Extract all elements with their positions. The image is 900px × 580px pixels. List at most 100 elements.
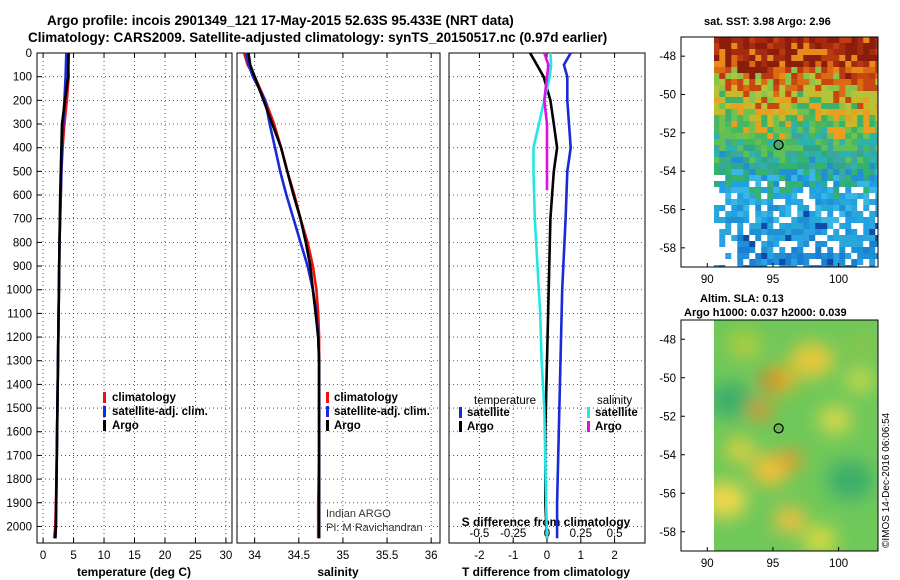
sst-pixel (743, 241, 750, 248)
sst-pixel (791, 151, 798, 158)
sst-pixel (719, 235, 726, 242)
x-tick-label: 1 (578, 550, 584, 562)
sla-blobs (714, 331, 875, 551)
legend-swatch (587, 421, 590, 432)
sst-pixel (851, 43, 858, 50)
sst-pixel (863, 103, 870, 110)
sst-pixel (839, 241, 846, 248)
sst-pixel (731, 241, 738, 248)
sst-pixel (797, 115, 804, 122)
sst-pixel (725, 97, 732, 104)
sst-pixel (731, 205, 738, 212)
sst-pixel (773, 175, 780, 182)
sst-pixel (857, 85, 864, 92)
sst-pixel (785, 67, 792, 74)
sst-pixel (845, 157, 852, 164)
sst-pixel (731, 229, 738, 236)
map-x-tick-label: 90 (701, 274, 714, 286)
sst-pixel (755, 43, 762, 50)
sst-pixel (779, 223, 786, 230)
sst-pixel (815, 49, 822, 56)
map-y-tick-label: -58 (659, 527, 676, 539)
sst-pixel (815, 85, 822, 92)
sst-pixel (797, 97, 804, 104)
sst-pixel (839, 259, 846, 266)
sst-pixel (714, 211, 720, 218)
sst-pixel (857, 175, 864, 182)
sla-map-title: Altim. SLA: 0.13 (700, 293, 784, 305)
sst-pixel (719, 49, 726, 56)
sst-pixel (815, 157, 822, 164)
sst-pixel (767, 127, 774, 134)
sst-pixel (761, 61, 768, 68)
sst-pixel (821, 133, 828, 140)
map-border (680, 36, 879, 268)
sst-pixel (875, 157, 878, 164)
sst-pixel (863, 235, 870, 242)
x-tick-label: -1 (508, 550, 518, 562)
sst-pixel (767, 61, 774, 68)
sst-pixel (839, 205, 846, 212)
sst-pixel (731, 55, 738, 62)
sst-pixel (773, 169, 780, 176)
sst-pixel (809, 229, 816, 236)
sst-pixel (845, 37, 852, 44)
sst-pixel (851, 49, 858, 56)
sst-pixel (797, 85, 804, 92)
sst-pixel (809, 97, 816, 104)
sst-pixel (755, 187, 762, 194)
sst-pixel (875, 61, 878, 68)
watermark: ©IMOS 14-Dec-2016 06:06:54 (881, 412, 892, 548)
sst-pixel (791, 55, 798, 62)
sst-pixel (839, 235, 846, 242)
sst-pixel (761, 49, 768, 56)
sst-pixel (875, 205, 878, 212)
sst-pixel (863, 265, 870, 267)
temperature-panel: 0 5 10 15 20 25 300100200300400500600700800900… (6, 48, 233, 579)
y-tick-label: 500 (13, 166, 32, 178)
sst-map-title: sat. SST: 3.98 Argo: 2.96 (704, 16, 831, 28)
sst-pixel (863, 37, 870, 44)
sst-pixel (821, 229, 828, 236)
sst-pixel (749, 253, 756, 260)
sst-pixel (743, 223, 750, 230)
sst-pixel (743, 163, 750, 170)
sst-pixel (869, 235, 876, 242)
sst-pixel (833, 67, 840, 74)
sst-pixel (803, 187, 810, 194)
sst-pixel (767, 253, 774, 260)
sst-pixel (719, 121, 726, 128)
sst-pixel (743, 187, 750, 194)
sst-pixel (749, 157, 756, 164)
sst-pixel (725, 67, 732, 74)
sst-pixel (749, 127, 756, 134)
sst-pixel (791, 91, 798, 98)
sst-pixel (767, 55, 774, 62)
sst-pixel (821, 145, 828, 152)
sst-pixel (797, 163, 804, 170)
sst-pixel (803, 151, 810, 158)
sst-pixel (845, 133, 852, 140)
sst-pixel (767, 247, 774, 254)
y-tick-label: 1600 (6, 427, 32, 439)
sst-pixel (731, 103, 738, 110)
sst-pixel (845, 91, 852, 98)
y-tick-label: 1800 (6, 474, 32, 486)
sst-pixel (851, 73, 858, 80)
sst-pixel (731, 193, 738, 200)
sst-pixel (863, 133, 870, 140)
sst-pixel (839, 187, 846, 194)
sst-pixel (875, 247, 878, 254)
sst-pixel (761, 121, 768, 128)
sst-pixel (857, 247, 864, 254)
sst-pixel (791, 73, 798, 80)
sst-pixel (761, 247, 768, 254)
sst-pixel (797, 121, 804, 128)
sst-pixel (731, 163, 738, 170)
sst-pixel (833, 175, 840, 182)
sst-pixel (809, 43, 816, 50)
sst-pixel (875, 175, 878, 182)
sst-pixel (857, 199, 864, 206)
map-y-tick-label: -48 (659, 51, 676, 63)
sst-pixel (851, 79, 858, 86)
